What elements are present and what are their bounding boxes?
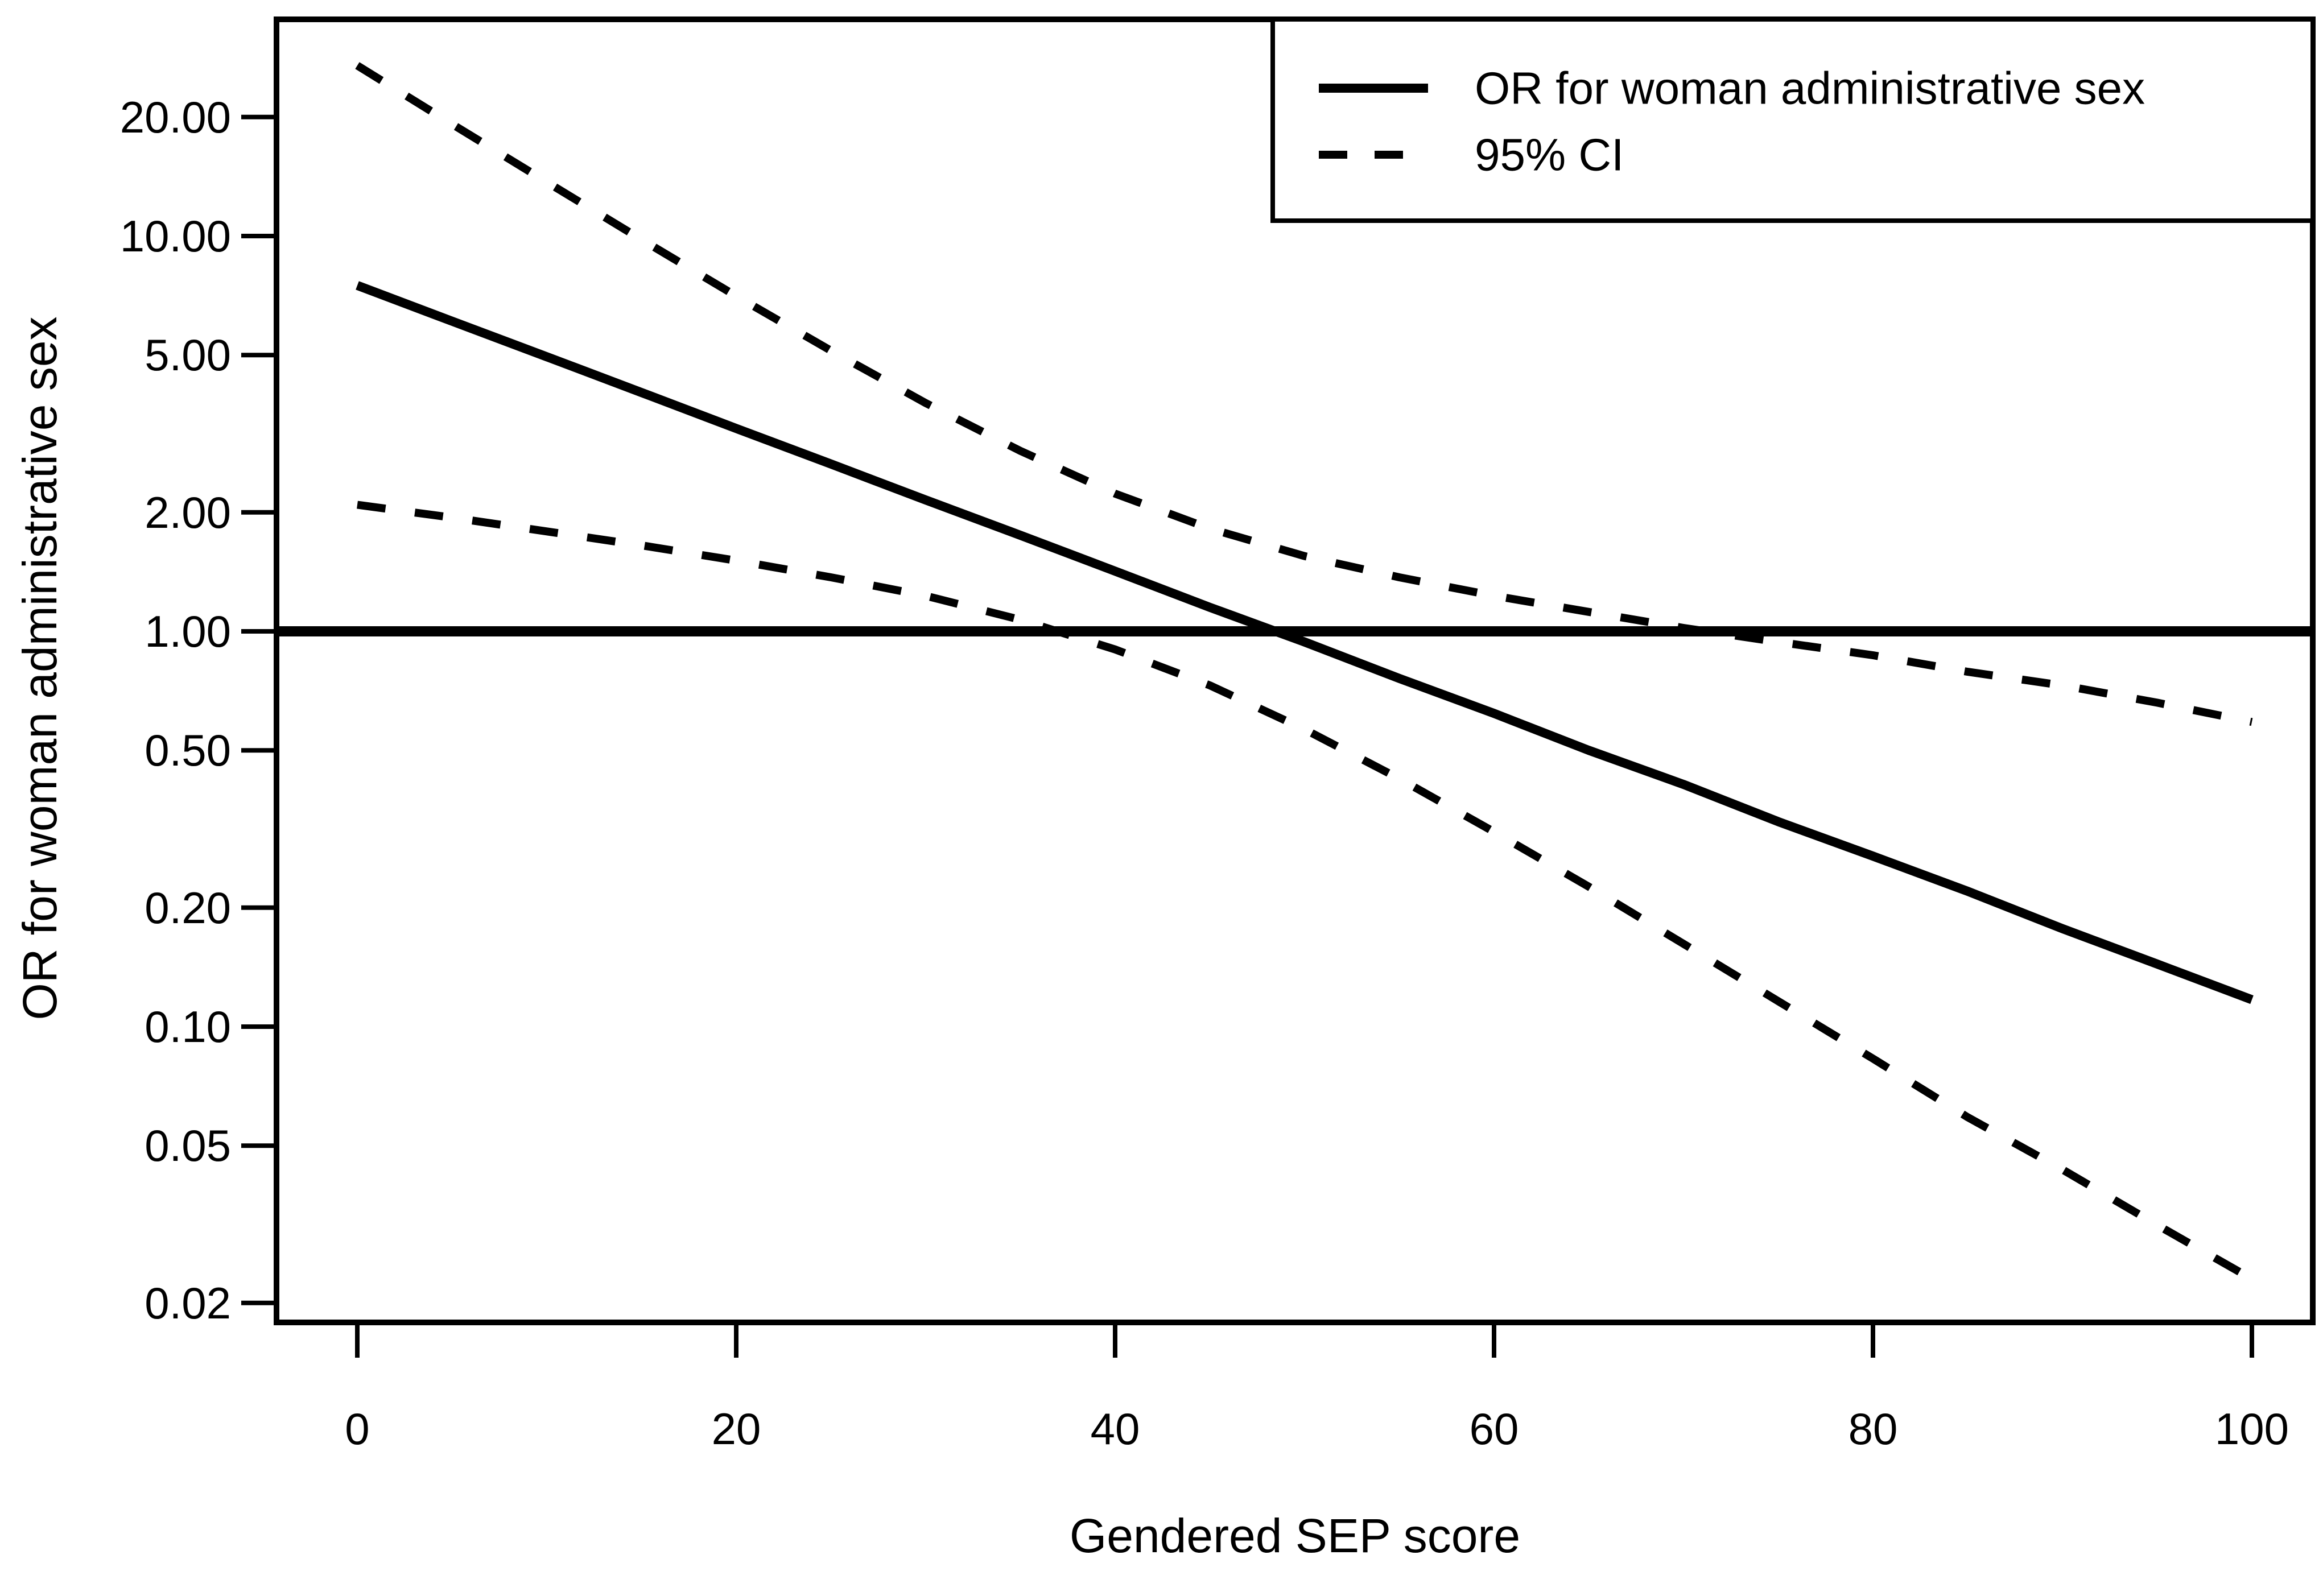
y-tick-label: 0.02 bbox=[145, 1278, 231, 1328]
x-tick-label: 100 bbox=[2215, 1404, 2289, 1454]
or-line bbox=[356, 281, 2254, 1004]
ci-line bbox=[355, 62, 2253, 726]
y-tick-label: 0.50 bbox=[145, 725, 231, 775]
y-tick-label: 0.20 bbox=[145, 883, 231, 933]
y-tick-label: 1.00 bbox=[145, 606, 231, 656]
y-tick-label: 20.00 bbox=[120, 92, 231, 142]
y-tick-label: 5.00 bbox=[145, 330, 231, 380]
ci-line bbox=[357, 501, 2254, 1283]
series-lines bbox=[277, 62, 2313, 1283]
legend-box bbox=[1270, 17, 2315, 223]
legend-label-or: OR for woman administrative sex bbox=[1475, 63, 2145, 114]
legend-label-ci: 95% CI bbox=[1475, 130, 1624, 180]
x-tick-label: 60 bbox=[1470, 1404, 1519, 1454]
x-tick-label: 20 bbox=[712, 1404, 761, 1454]
x-axis-title: Gendered SEP score bbox=[1070, 1509, 1520, 1562]
y-axis-title: OR for woman administrative sex bbox=[13, 316, 67, 1020]
legend: OR for woman administrative sex 95% CI bbox=[1270, 17, 2315, 223]
y-tick-label: 10.00 bbox=[120, 211, 231, 261]
y-tick-label: 2.00 bbox=[145, 487, 231, 537]
x-tick-label: 0 bbox=[345, 1404, 369, 1454]
x-tick-label: 80 bbox=[1849, 1404, 1898, 1454]
x-tick-label: 40 bbox=[1091, 1404, 1140, 1454]
x-axis: 0 20 40 60 80 100 bbox=[345, 1322, 2289, 1454]
y-axis: 0.02 0.05 0.10 0.20 0.50 1.00 2.00 5.00 10.00 20.… bbox=[120, 92, 277, 1328]
y-tick-label: 0.10 bbox=[145, 1002, 231, 1052]
y-tick-label: 0.05 bbox=[145, 1120, 231, 1171]
